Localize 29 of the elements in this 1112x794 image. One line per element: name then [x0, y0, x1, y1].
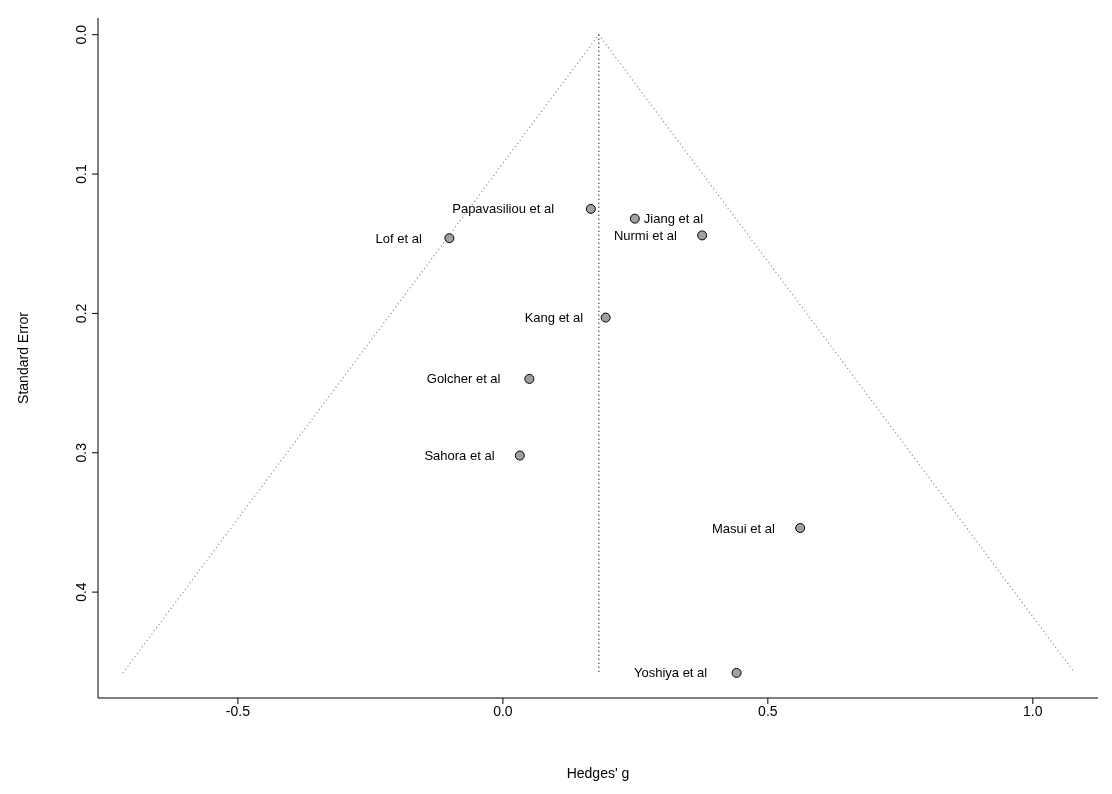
annotation: Masui et al	[711, 520, 775, 536]
x-tick-label: 0.0	[493, 702, 513, 719]
annotation: Nurmi et al	[613, 227, 677, 243]
point	[600, 312, 611, 323]
x-tick-label: 1.0	[1023, 702, 1043, 719]
y-tick-label: 0.1	[73, 164, 89, 184]
point	[444, 233, 455, 244]
point	[514, 450, 525, 461]
x-axis-title: Hedges' g	[566, 765, 630, 781]
annotation: Golcher et al	[426, 371, 501, 387]
point	[795, 523, 806, 533]
point	[524, 373, 535, 384]
annotation: Kang et al	[524, 310, 584, 326]
point	[697, 230, 708, 241]
annotation: Sahora et al	[424, 448, 495, 464]
point	[629, 213, 640, 224]
y-tick-label: 0.3	[73, 442, 89, 463]
y-tick-label: 0.2	[73, 303, 89, 324]
annotation: Yoshiya et al	[633, 665, 708, 681]
annotation: Papavasiliou et al	[452, 201, 555, 217]
point	[585, 203, 596, 214]
y-tick-label: 0.0	[73, 24, 89, 45]
x-tick-label: 0.5	[758, 702, 778, 719]
annotation: Jiang et al	[643, 211, 704, 227]
x-tick-label: -0.5	[225, 702, 251, 719]
point	[731, 667, 742, 678]
y-axis-title: Standard Error	[14, 311, 31, 404]
annotation: Lof et al	[375, 230, 422, 246]
y-tick-label: 0.4	[73, 582, 89, 602]
